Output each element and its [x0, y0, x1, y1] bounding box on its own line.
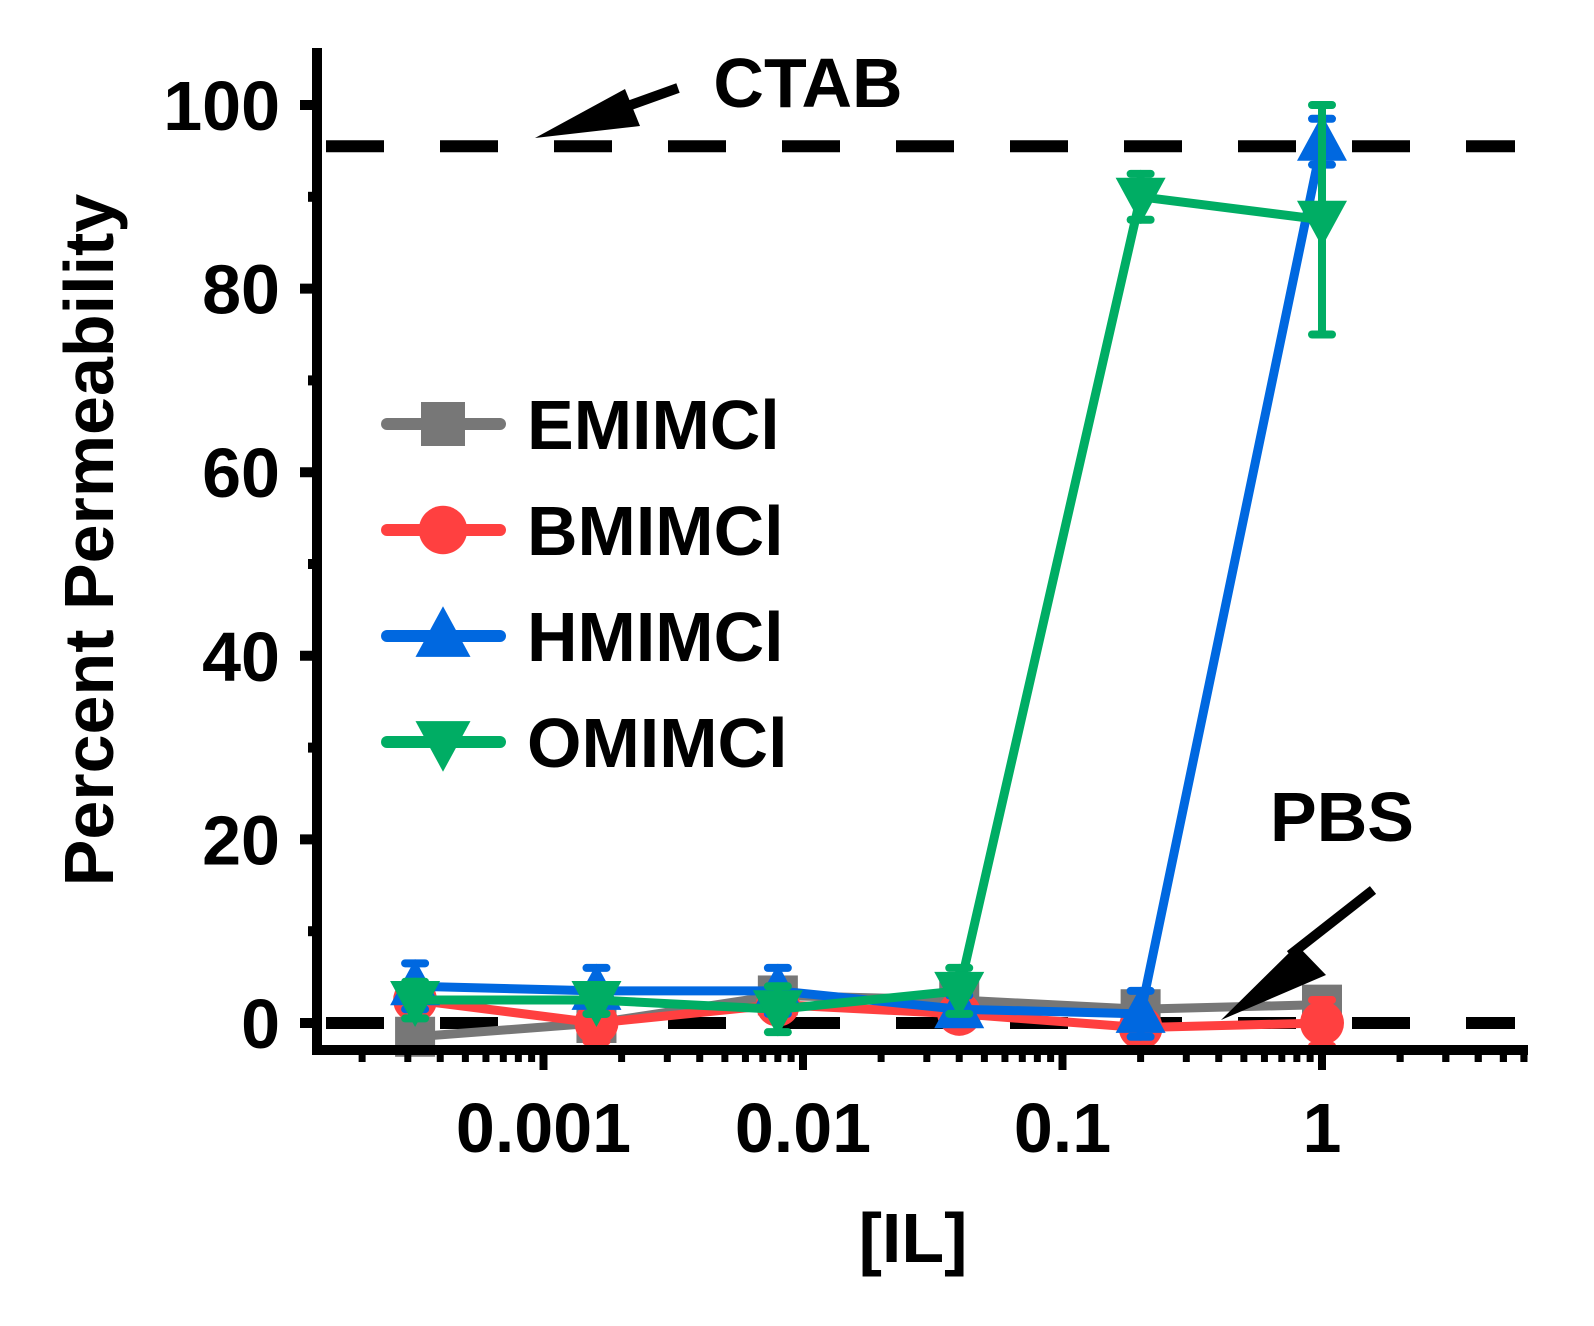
data-point-triangle-down-icon — [390, 981, 441, 1028]
data-series — [390, 101, 1347, 1057]
legend-label: BMIMCl — [527, 492, 784, 570]
y-axis-label: Percent Permeability — [50, 194, 128, 887]
data-point-triangle-down-icon — [571, 981, 622, 1028]
legend-label: HMIMCl — [527, 598, 784, 676]
series-line — [414, 995, 1323, 1033]
legend-item-bmimcl: BMIMCl — [381, 492, 784, 570]
x-tick-label: 0.1 — [1014, 1089, 1111, 1167]
y-tick-label: 80 — [202, 251, 280, 329]
pbs-annotation: PBS — [1221, 778, 1414, 1020]
x-tick-label: 0.01 — [735, 1089, 871, 1167]
legend: EMIMCl BMIMCl HMIMCl OMIMCl — [381, 386, 788, 782]
x-axis-label: [IL] — [859, 1199, 968, 1277]
data-point-triangle-down-icon — [934, 971, 985, 1018]
data-point-circle-icon — [1300, 1001, 1344, 1045]
reference-lines — [326, 140, 1515, 1029]
data-point-triangle-down-icon — [1297, 200, 1347, 247]
series-omimcl — [390, 101, 1347, 1037]
legend-item-omimcl: OMIMCl — [381, 704, 788, 782]
data-point-triangle-up-icon — [1115, 986, 1166, 1033]
legend-item-hmimcl: HMIMCl — [381, 598, 784, 676]
legend-label: EMIMCl — [527, 386, 780, 464]
legend-item-emimcl: EMIMCl — [381, 386, 780, 464]
series-line — [415, 192, 1323, 1014]
data-point-triangle-down-icon — [752, 990, 803, 1037]
y-tick-label: 60 — [202, 434, 280, 512]
pbs-label: PBS — [1270, 778, 1414, 856]
axes — [300, 48, 1528, 1070]
ctab-label: CTAB — [713, 44, 902, 122]
ctab-annotation: CTAB — [535, 44, 903, 138]
ctab-arrow-head-icon — [535, 89, 640, 138]
legend-circle-icon — [418, 505, 468, 555]
x-tick-label: 0.001 — [456, 1089, 631, 1167]
tick-labels: 0 20 40 60 80 100 0.001 0.01 0.1 1 — [163, 67, 1341, 1167]
legend-label: OMIMCl — [527, 704, 788, 782]
y-tick-label: 100 — [163, 67, 280, 145]
legend-square-icon — [421, 402, 465, 446]
y-tick-label: 0 — [241, 985, 280, 1063]
x-tick-label: 1 — [1303, 1089, 1342, 1167]
y-tick-label: 40 — [202, 618, 280, 696]
pbs-arrow-head-icon — [1221, 945, 1326, 1020]
series-hmimcl — [390, 114, 1347, 1041]
pbs-arrow-shaft — [1286, 886, 1377, 959]
legend-triangle-down-icon — [415, 721, 471, 772]
series-line — [414, 140, 1327, 1019]
y-tick-label: 20 — [202, 801, 280, 879]
data-point-triangle-down-icon — [1115, 177, 1166, 224]
legend-triangle-up-icon — [415, 606, 471, 657]
